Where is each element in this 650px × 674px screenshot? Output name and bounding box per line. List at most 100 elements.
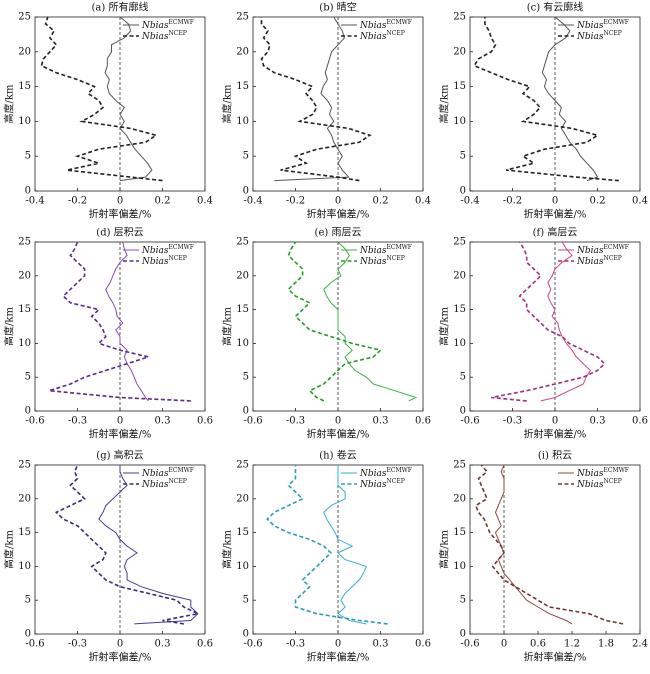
- x-tick-label: 0.2: [155, 196, 171, 207]
- legend-label: NbiasECMWF: [359, 19, 412, 31]
- y-axis-label: 高度/km: [438, 307, 451, 346]
- x-tick-label: 0.2: [590, 196, 606, 207]
- y-axis-label: 高度/km: [3, 530, 16, 569]
- legend-label: NbiasNCEP: [359, 478, 405, 490]
- y-tick-label: 20: [453, 493, 466, 504]
- legend-name: Nbias: [141, 21, 169, 31]
- legend-name: Nbias: [576, 469, 604, 479]
- series-line: [541, 16, 599, 182]
- series-line: [104, 16, 153, 182]
- x-tick-label: 0.2: [373, 196, 389, 207]
- y-tick-label: 0: [243, 629, 249, 640]
- x-tick-label: 0: [552, 196, 558, 207]
- y-tick-label: 25: [453, 12, 466, 23]
- series-line: [40, 16, 163, 182]
- y-tick-label: 25: [236, 237, 249, 248]
- legend-label: NbiasECMWF: [359, 244, 412, 256]
- y-tick-label: 20: [453, 270, 466, 281]
- y-tick-label: 0: [460, 629, 466, 640]
- x-tick-label: 0.4: [197, 196, 213, 207]
- legend-label: NbiasECMWF: [576, 244, 629, 256]
- panel-title: (i) 积云: [538, 450, 572, 462]
- legend-name: Nbias: [141, 32, 169, 42]
- legend-label: NbiasNCEP: [576, 30, 622, 42]
- x-axis-label: 折射率偏差/%: [524, 208, 587, 221]
- legend-label: NbiasECMWF: [576, 19, 629, 31]
- y-tick-label: 0: [25, 406, 31, 417]
- series-line: [540, 241, 592, 402]
- y-tick-label: 5: [25, 595, 31, 606]
- legend-label: NbiasNCEP: [576, 478, 622, 490]
- y-tick-label: 15: [453, 81, 466, 92]
- x-tick-label: 1.8: [598, 639, 614, 650]
- y-tick-label: 25: [453, 237, 466, 248]
- legend-name: Nbias: [576, 480, 604, 490]
- y-tick-label: 15: [236, 81, 249, 92]
- y-tick-label: 10: [18, 561, 31, 572]
- x-axis-label: 折射率偏差/%: [89, 651, 152, 664]
- legend-name: Nbias: [359, 469, 387, 479]
- x-tick-label: -0.6: [460, 416, 479, 427]
- x-tick-label: 0: [117, 196, 123, 207]
- x-tick-label: -0.4: [25, 196, 44, 207]
- x-tick-label: 0.6: [415, 416, 431, 427]
- panel-title: (h) 卷云: [319, 449, 356, 462]
- legend-name: Nbias: [576, 257, 604, 267]
- y-tick-label: 25: [18, 12, 31, 23]
- x-tick-label: 0: [335, 196, 341, 207]
- legend-label: NbiasECMWF: [359, 467, 412, 479]
- series-line: [54, 464, 201, 625]
- x-tick-label: 0.4: [415, 196, 431, 207]
- legend-label: NbiasNCEP: [359, 255, 405, 267]
- panel-title: (e) 雨层云: [315, 227, 362, 239]
- x-tick-label: -0.6: [25, 416, 44, 427]
- y-tick-label: 5: [243, 372, 249, 383]
- y-tick-label: 5: [25, 151, 31, 162]
- series-line: [491, 241, 606, 402]
- y-tick-label: 10: [453, 561, 466, 572]
- y-tick-label: 5: [460, 151, 466, 162]
- series-line: [98, 465, 199, 625]
- x-axis-label: 折射率偏差/%: [89, 208, 152, 221]
- x-tick-label: -0.2: [286, 196, 305, 207]
- legend-label: NbiasECMWF: [576, 467, 629, 479]
- legend-superscript: NCEP: [604, 478, 622, 485]
- y-tick-label: 20: [18, 46, 31, 57]
- legend-superscript: ECMWF: [169, 19, 194, 26]
- legend-name: Nbias: [359, 257, 387, 267]
- x-axis-label: 折射率偏差/%: [524, 428, 587, 441]
- legend-name: Nbias: [576, 32, 604, 42]
- y-tick-label: 10: [236, 561, 249, 572]
- y-tick-label: 10: [236, 338, 249, 349]
- x-tick-label: 1.2: [564, 639, 580, 650]
- y-tick-label: 25: [236, 460, 249, 471]
- y-tick-label: 25: [18, 460, 31, 471]
- series-line: [105, 241, 149, 402]
- legend-superscript: NCEP: [387, 30, 405, 37]
- legend-name: Nbias: [141, 257, 169, 267]
- x-tick-label: 0.6: [197, 416, 213, 427]
- x-tick-label: 0.6: [197, 639, 213, 650]
- series-line: [260, 17, 372, 182]
- legend-superscript: ECMWF: [387, 19, 412, 26]
- panel-title: (b) 晴空: [319, 1, 356, 14]
- panel-title: (g) 高积云: [96, 449, 143, 462]
- panel-title: (c) 有云廓线: [527, 1, 584, 14]
- x-tick-label: 0.3: [155, 416, 171, 427]
- y-tick-label: 10: [453, 338, 466, 349]
- x-tick-label: -0.4: [460, 196, 479, 207]
- x-tick-label: -0.2: [503, 196, 522, 207]
- legend-superscript: NCEP: [169, 255, 187, 262]
- y-tick-label: 15: [453, 527, 466, 538]
- series-line: [323, 465, 367, 625]
- y-axis-label: 高度/km: [221, 84, 234, 123]
- x-tick-label: 0.3: [155, 639, 171, 650]
- y-tick-label: 0: [25, 629, 31, 640]
- y-tick-label: 25: [453, 460, 466, 471]
- y-tick-label: 10: [453, 116, 466, 127]
- y-tick-label: 15: [236, 527, 249, 538]
- x-tick-label: 0.6: [632, 416, 648, 427]
- y-tick-label: 5: [25, 372, 31, 383]
- legend-superscript: NCEP: [169, 478, 187, 485]
- y-tick-label: 5: [243, 595, 249, 606]
